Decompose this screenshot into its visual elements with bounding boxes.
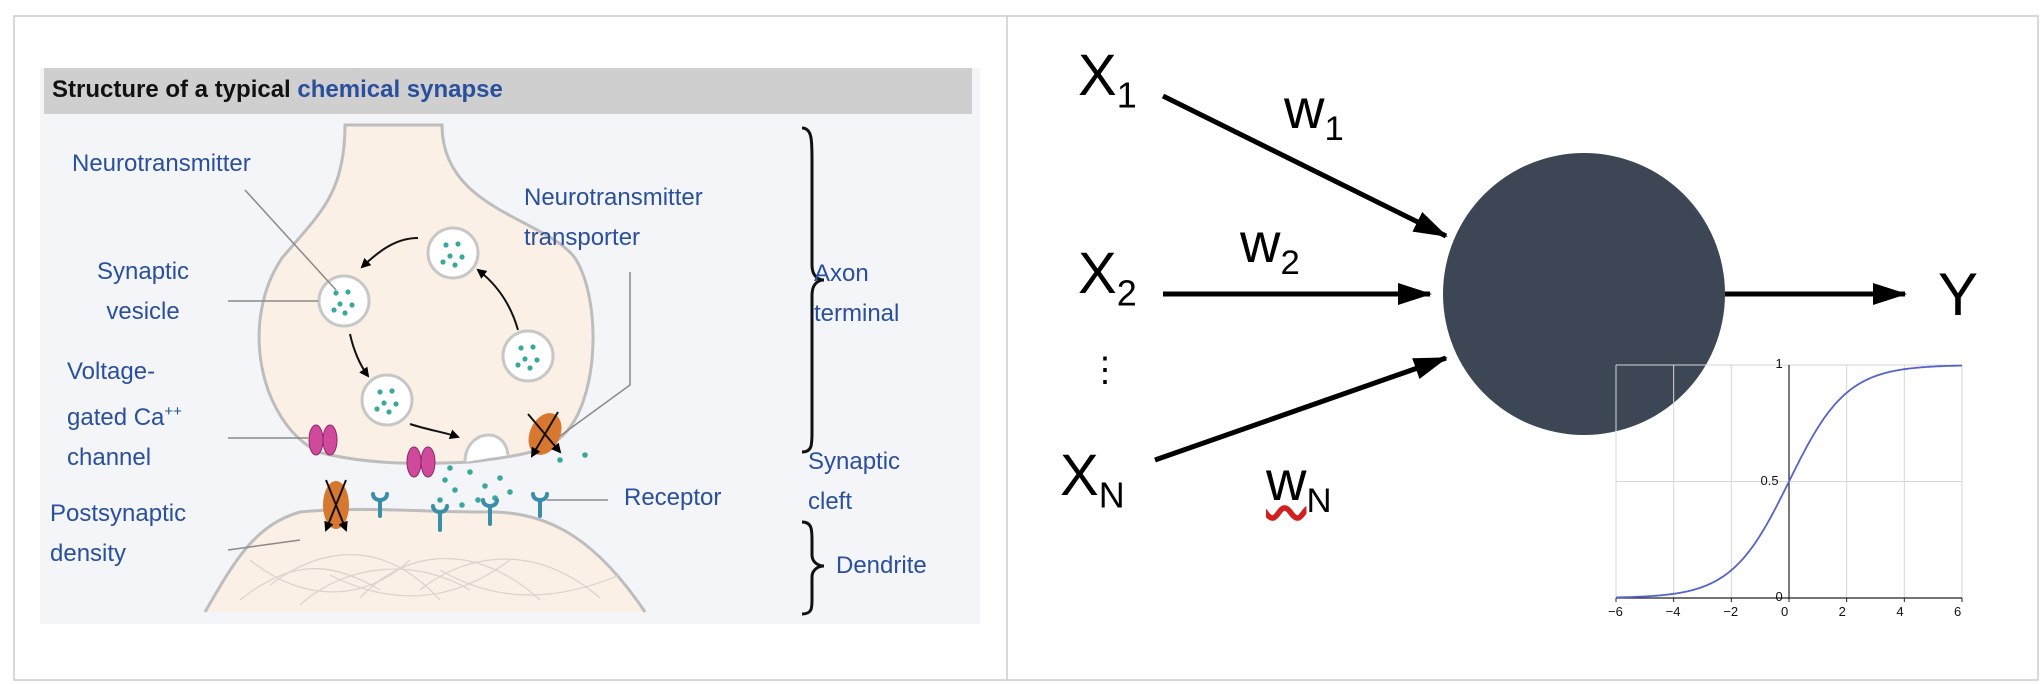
input-x2: X2 bbox=[1078, 241, 1137, 314]
chart-y-tick-label: 0 bbox=[1775, 589, 1783, 604]
released-neurotransmitters bbox=[437, 452, 588, 508]
dendrite-fibers bbox=[239, 554, 621, 606]
ca-channels bbox=[308, 424, 436, 478]
axon-terminal-shape bbox=[257, 123, 595, 465]
dendrite-outline bbox=[203, 507, 647, 613]
vesicle bbox=[501, 329, 555, 383]
synapse-header-bar bbox=[44, 68, 972, 114]
input-arrow-1 bbox=[1161, 93, 1448, 239]
vesicle-dots bbox=[331, 241, 540, 415]
synapse-illustration bbox=[203, 123, 825, 616]
input-xn: XN bbox=[1060, 443, 1125, 516]
input-arrow-n bbox=[1154, 355, 1448, 463]
chart-x-tick-label: 2 bbox=[1838, 604, 1846, 619]
output-y: Y bbox=[1938, 261, 1979, 328]
chart-x-tick-label: 0 bbox=[1781, 604, 1789, 619]
input-x1: X1 bbox=[1078, 43, 1137, 116]
chart-x-tick-label: −4 bbox=[1665, 604, 1681, 619]
receptors bbox=[371, 492, 549, 532]
chart-y-tick-label: 1 bbox=[1775, 356, 1783, 371]
chart-x-tick-label: −2 bbox=[1723, 604, 1739, 619]
weight-w2: w2 bbox=[1240, 211, 1300, 283]
label-synaptic-cleft: Synaptic cleft bbox=[808, 448, 901, 515]
label-neurotransmitter: Neurotransmitter bbox=[72, 150, 251, 177]
label-transporter: Neurotransmitter transporter bbox=[524, 184, 703, 251]
weight-wn: wN bbox=[1266, 449, 1332, 521]
outer-frame bbox=[13, 15, 2039, 681]
leader-lines bbox=[227, 189, 631, 551]
label-channel: Voltage- gated Ca++ channel bbox=[67, 358, 182, 471]
sigmoid-curve bbox=[1616, 364, 1962, 599]
synaptic-vesicles bbox=[317, 226, 555, 427]
braces bbox=[801, 126, 825, 616]
transporters bbox=[323, 411, 562, 532]
vesicle-cycle-arrows bbox=[349, 237, 519, 440]
label-axon-terminal: Axon terminal bbox=[814, 260, 900, 327]
fusing-vesicle bbox=[463, 433, 510, 463]
vesicle bbox=[426, 226, 480, 280]
chart-y-tick-label: 0.5 bbox=[1760, 472, 1779, 488]
chart-x-tick-label: −6 bbox=[1608, 604, 1623, 619]
label-postsynaptic-density: Postsynaptic density bbox=[50, 500, 187, 567]
synapse-title-link[interactable]: chemical synapse bbox=[297, 76, 503, 103]
sigmoid-chart bbox=[1615, 364, 1963, 602]
weight-w1: w1 bbox=[1284, 77, 1344, 149]
vesicle bbox=[360, 373, 414, 427]
label-dendrite: Dendrite bbox=[836, 552, 927, 579]
synapse-title: Structure of a typical chemical synapse bbox=[52, 76, 503, 103]
chart-x-tick-label: 4 bbox=[1896, 604, 1904, 619]
chart-x-tick-label: 6 bbox=[1954, 604, 1962, 619]
vesicle bbox=[317, 274, 371, 328]
input-ellipsis: ⋮ bbox=[1088, 351, 1122, 389]
label-receptor: Receptor bbox=[624, 484, 722, 511]
label-vesicle: Synaptic vesicle bbox=[97, 258, 190, 325]
neuron-node bbox=[1443, 153, 1725, 435]
